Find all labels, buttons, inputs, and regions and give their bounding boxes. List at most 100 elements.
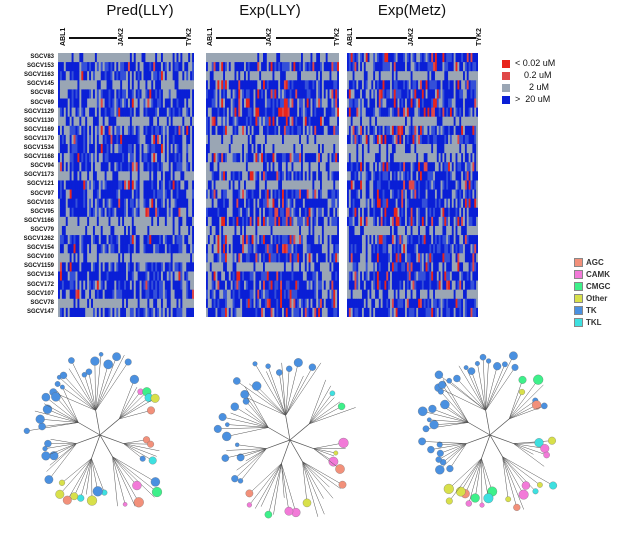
heatmap-cell (251, 207, 254, 218)
heatmap-cell (230, 171, 233, 181)
heatmap-cell (376, 116, 380, 127)
heatmap-cell (89, 253, 92, 263)
row-label: SGCV121 (26, 181, 54, 188)
heatmap-cell (287, 80, 290, 90)
heatmap-cell (162, 71, 166, 81)
heatmap-cell (174, 144, 177, 154)
heatmap-cell (188, 271, 191, 281)
heatmap-cell (253, 253, 256, 263)
heatmap-cell (135, 80, 139, 90)
heatmap-cell (172, 307, 175, 317)
heatmap-cell (308, 216, 311, 227)
heatmap-cell (182, 189, 185, 200)
heatmap-cell (104, 62, 107, 72)
heatmap-cell (301, 253, 304, 263)
heatmap-cell (112, 289, 115, 300)
heatmap-cell (261, 134, 264, 145)
heatmap-cell (257, 134, 260, 145)
heatmap-cell (225, 225, 228, 236)
heatmap-cell (85, 244, 88, 254)
heatmap-cell (87, 153, 90, 163)
heatmap-cell (178, 289, 181, 300)
heatmap-cell (127, 80, 131, 90)
heatmap-cell (242, 89, 245, 99)
heatmap-cell (388, 53, 391, 63)
heatmap-cell (104, 289, 107, 300)
heatmap-cell (304, 116, 308, 127)
heatmap-cell (382, 71, 385, 81)
heatmap-cell (314, 235, 317, 245)
heatmap-cell (143, 235, 146, 245)
heatmap-cell (333, 162, 336, 172)
heatmap-cell (102, 162, 106, 172)
heatmap-cell (371, 53, 374, 63)
heatmap-cell (429, 80, 432, 90)
heatmap-cell (421, 125, 425, 136)
heatmap-cell (245, 107, 249, 118)
heatmap-cell (211, 107, 214, 118)
heatmap-cell (259, 153, 262, 163)
heatmap-cell (446, 89, 449, 99)
heatmap-cell (184, 244, 187, 254)
heatmap-cell (380, 162, 383, 172)
heatmap-cell (419, 89, 423, 99)
heatmap-cell (77, 253, 80, 263)
heatmap-cell (416, 62, 419, 72)
heatmap-cell (285, 125, 289, 136)
heatmap-cell (266, 271, 270, 281)
heatmap-cell (244, 71, 247, 81)
row-label: SGCV1166 (23, 217, 54, 224)
heatmap-cell (425, 144, 428, 154)
heatmap-cell (92, 198, 96, 209)
heatmap-cell (170, 62, 174, 72)
heatmap-cell (299, 80, 302, 90)
heatmap-cell (327, 225, 330, 236)
heatmap-cell (455, 144, 458, 154)
heatmap-cell (285, 53, 289, 63)
heatmap-cell (314, 307, 317, 317)
heatmap-cell (106, 307, 109, 317)
heatmap-cell (61, 289, 65, 300)
heatmap-cell (314, 216, 317, 227)
heatmap-cell (249, 271, 252, 281)
heatmap-cell (318, 198, 321, 209)
heatmap-cell (253, 162, 256, 172)
heatmap-cell (449, 107, 453, 118)
heatmap-cell (395, 134, 398, 145)
heatmap-cell (236, 162, 239, 172)
heatmap-cell (182, 235, 185, 245)
heatmap-cell (85, 125, 88, 136)
heatmap-cell (276, 262, 279, 272)
heatmap-cell (395, 125, 398, 136)
heatmap-cell (291, 62, 294, 72)
heatmap-cell (295, 62, 298, 72)
heatmap-cell (190, 235, 193, 245)
heatmap-cell (419, 107, 423, 118)
heatmap-cell (228, 180, 232, 190)
heatmap-cell (251, 107, 254, 118)
heatmap-cell (176, 262, 179, 272)
heatmap-cell (360, 89, 363, 99)
heatmap-cell (255, 289, 258, 300)
heatmap-cell (333, 189, 336, 200)
heatmap-cell (87, 98, 90, 109)
heatmap-cell (280, 107, 283, 118)
heatmap-cell (329, 189, 332, 200)
heatmap-cell (408, 71, 412, 81)
row-label: SGCV1169 (23, 126, 54, 133)
heatmap-cell (223, 144, 226, 154)
heatmap-cell (219, 98, 222, 109)
heatmap-cell (209, 180, 213, 190)
heatmap-cell (219, 207, 222, 218)
heatmap-cell (448, 134, 451, 145)
heatmap-cell (168, 225, 172, 236)
heatmap-cell (401, 80, 404, 90)
heatmap-cell (122, 271, 125, 281)
heatmap-cell (316, 116, 319, 127)
heatmap-cell (104, 116, 107, 127)
heatmap-cell (139, 153, 142, 163)
heatmap-cell (442, 153, 445, 163)
heatmap-cell (272, 80, 275, 90)
heatmap-cell (186, 253, 189, 263)
heatmap-cell (192, 171, 194, 181)
